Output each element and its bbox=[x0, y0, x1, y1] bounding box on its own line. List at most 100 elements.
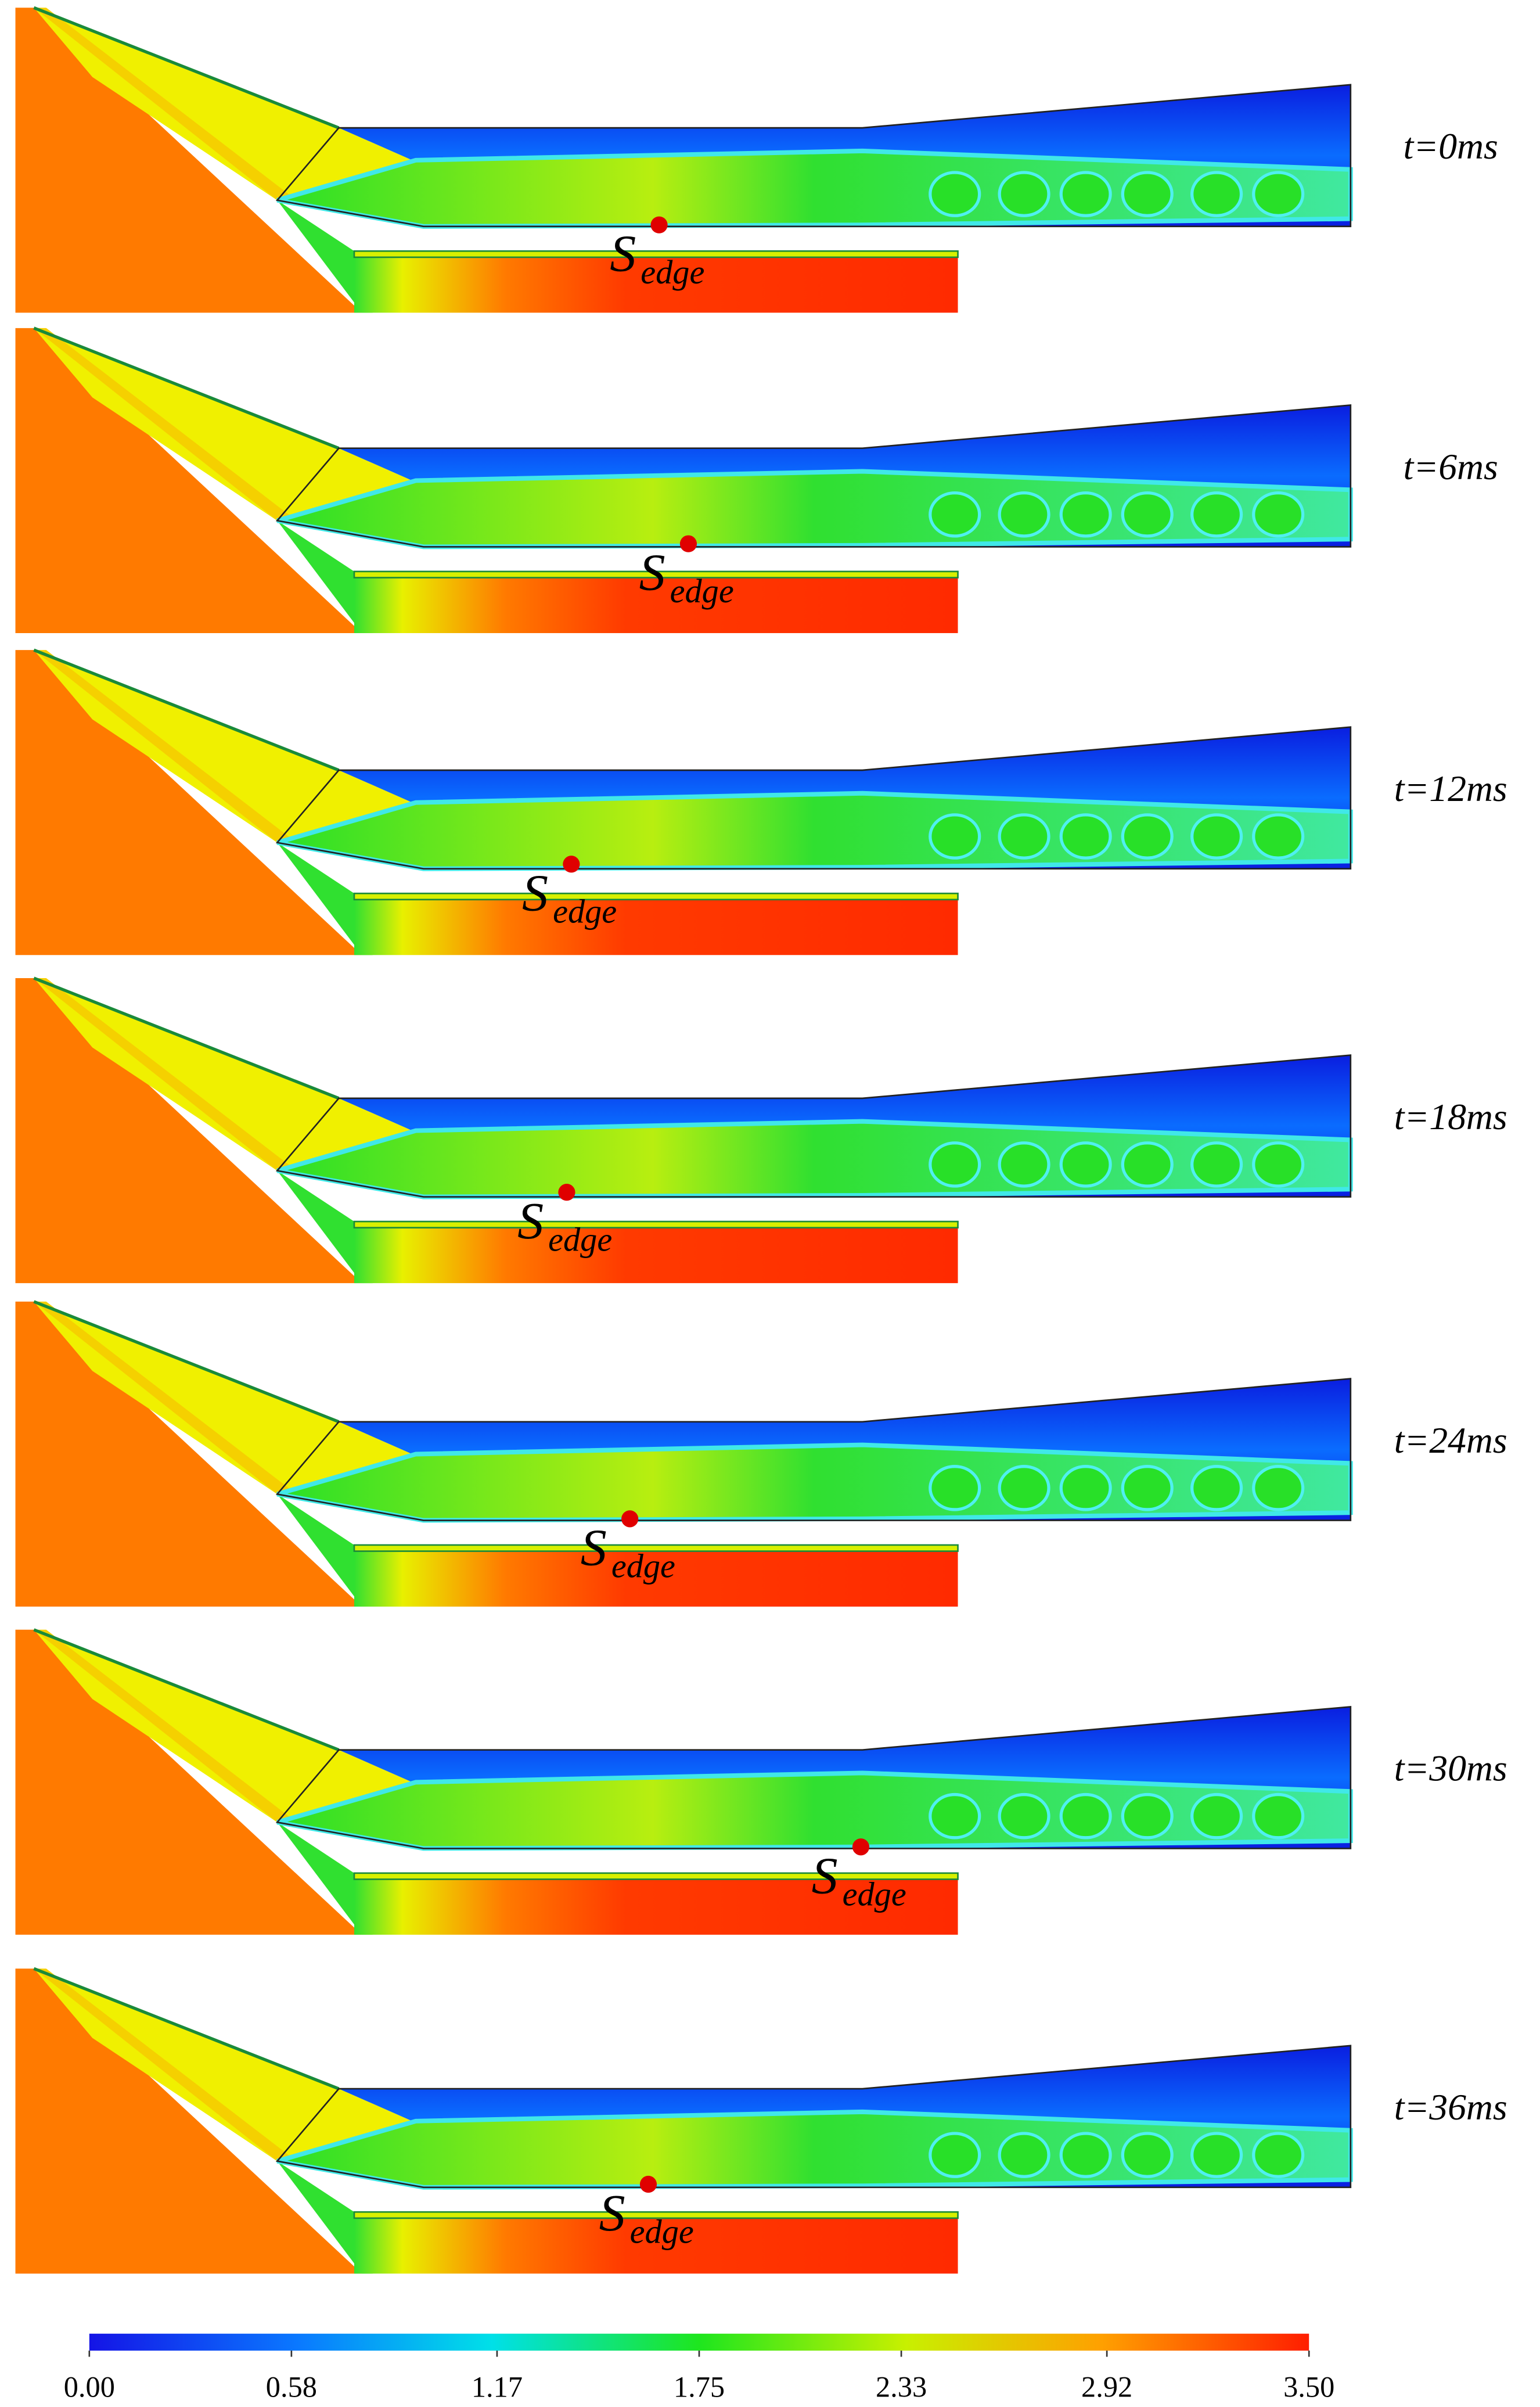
cowl-line bbox=[33, 1300, 340, 1424]
colorbar-tick-label: 0.58 bbox=[266, 2370, 317, 2403]
marker-label: S bbox=[610, 225, 636, 283]
cowl-wedge bbox=[277, 200, 373, 313]
lower-channel bbox=[354, 1222, 958, 1284]
marker-subscript: edge bbox=[553, 893, 617, 931]
ramp-shock bbox=[34, 650, 293, 843]
cowl-line bbox=[33, 648, 340, 772]
cowl-wedge bbox=[277, 842, 373, 955]
edge-marker bbox=[621, 1510, 639, 1528]
shock-cell bbox=[1190, 1141, 1243, 1188]
ramp-shock bbox=[34, 328, 293, 521]
marker-label: S bbox=[522, 864, 548, 922]
jet-core bbox=[276, 1442, 1353, 1523]
compression-region bbox=[34, 1629, 416, 1823]
colorbar-tick-label: 1.75 bbox=[674, 2370, 725, 2403]
marker-label: S bbox=[639, 544, 665, 602]
shock-cell bbox=[1190, 813, 1243, 860]
shock-cell bbox=[1121, 2132, 1174, 2178]
shock-cell bbox=[929, 813, 981, 860]
marker-subscript: edge bbox=[641, 253, 704, 291]
time-label: t=24ms bbox=[1394, 1420, 1507, 1461]
shock-cell bbox=[1059, 813, 1112, 860]
shock-cell bbox=[1252, 491, 1305, 538]
shock-cell bbox=[929, 171, 981, 217]
compression-region bbox=[34, 1301, 416, 1495]
time-label: t=12ms bbox=[1394, 768, 1507, 809]
ramp-region bbox=[15, 650, 362, 955]
shock-cell bbox=[929, 491, 981, 538]
ramp-region bbox=[15, 1629, 362, 1935]
colorbar-tick-label: 0.00 bbox=[64, 2370, 115, 2403]
compression-region bbox=[34, 978, 416, 1171]
shock-cell bbox=[1252, 2132, 1305, 2178]
shock-cell bbox=[1252, 171, 1305, 217]
lower-wall bbox=[353, 892, 959, 901]
shock-cell bbox=[998, 1465, 1050, 1511]
ramp-shock bbox=[34, 1629, 293, 1823]
upper-channel-outline bbox=[275, 1378, 1352, 1521]
shock-cell bbox=[1190, 1792, 1243, 1840]
upper-channel-outline bbox=[275, 726, 1352, 870]
ramp-region bbox=[15, 8, 362, 313]
upper-channel-outline bbox=[275, 1705, 1352, 1849]
lower-wall bbox=[353, 1872, 959, 1880]
lower-wall bbox=[353, 250, 959, 258]
jet-core bbox=[276, 148, 1353, 229]
shock-cell bbox=[1059, 171, 1112, 217]
lower-wall bbox=[353, 2211, 959, 2219]
cowl-line bbox=[33, 6, 340, 130]
shock-cell bbox=[998, 1141, 1050, 1188]
time-label: t=6ms bbox=[1404, 446, 1498, 487]
shock-cell bbox=[998, 171, 1050, 217]
shock-cell bbox=[1121, 813, 1174, 860]
ramp-shock bbox=[34, 1301, 293, 1495]
shock-cell bbox=[1252, 1465, 1305, 1511]
lower-wall bbox=[353, 1544, 959, 1552]
lower-wall bbox=[353, 570, 959, 579]
lower-wall bbox=[353, 1220, 959, 1228]
lower-channel bbox=[354, 571, 958, 633]
edge-marker bbox=[558, 1184, 575, 1201]
ramp-shock bbox=[34, 8, 293, 200]
shock-cell bbox=[929, 1792, 981, 1840]
ramp-region bbox=[15, 1301, 362, 1607]
shock-cell bbox=[998, 2132, 1050, 2178]
edge-marker bbox=[852, 1838, 870, 1856]
cowl-line bbox=[33, 326, 340, 450]
colorbar bbox=[89, 2333, 1309, 2351]
shock-cell bbox=[1121, 1465, 1174, 1511]
jet-core bbox=[276, 469, 1353, 549]
upper-channel-outline bbox=[275, 84, 1352, 228]
marker-subscript: edge bbox=[630, 2212, 694, 2250]
edge-marker bbox=[563, 856, 580, 873]
time-label: t=36ms bbox=[1394, 2086, 1507, 2128]
time-label: t=0ms bbox=[1404, 125, 1498, 167]
time-label: t=18ms bbox=[1394, 1096, 1507, 1137]
shock-cell bbox=[1190, 171, 1243, 217]
edge-marker bbox=[650, 216, 668, 233]
colorbar-tick-label: 3.50 bbox=[1283, 2370, 1334, 2403]
edge-marker bbox=[679, 535, 697, 552]
cowl-line bbox=[33, 1967, 340, 2090]
lower-channel bbox=[354, 893, 958, 955]
compression-region bbox=[34, 1968, 416, 2161]
marker-label: S bbox=[581, 1518, 607, 1576]
cowl-wedge bbox=[277, 1494, 373, 1607]
shock-cell bbox=[1121, 1792, 1174, 1840]
jet-core bbox=[276, 1119, 1353, 1199]
ramp-shock bbox=[34, 1968, 293, 2161]
jet-core bbox=[276, 791, 1353, 871]
time-label: t=30ms bbox=[1394, 1748, 1507, 1789]
lower-channel bbox=[354, 1544, 958, 1607]
edge-marker bbox=[639, 2175, 657, 2193]
compression-region bbox=[34, 650, 416, 843]
jet-core bbox=[276, 2109, 1353, 2190]
shock-cell bbox=[1190, 1465, 1243, 1511]
cowl-line bbox=[33, 1628, 340, 1752]
